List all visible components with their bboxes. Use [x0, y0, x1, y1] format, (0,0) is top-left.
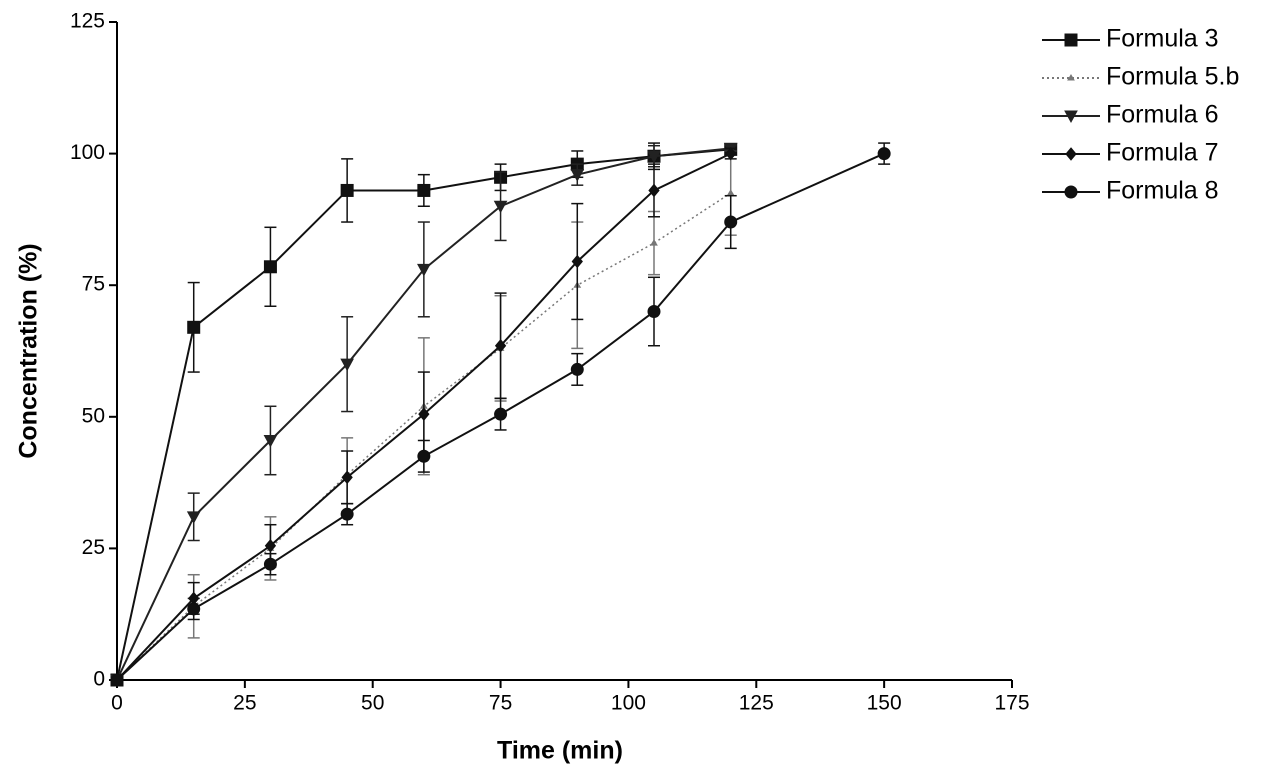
- marker: [188, 321, 200, 333]
- marker: [264, 261, 276, 273]
- y-tick-label: 0: [93, 668, 105, 691]
- marker: [571, 170, 583, 181]
- legend-label: Formula 7: [1106, 139, 1219, 167]
- x-axis-title: Time (min): [497, 737, 623, 765]
- marker: [111, 674, 123, 686]
- marker: [188, 603, 200, 615]
- legend-label: Formula 6: [1106, 101, 1219, 129]
- marker: [1066, 148, 1076, 160]
- marker: [188, 512, 200, 523]
- marker: [648, 306, 660, 318]
- x-tick-label: 125: [739, 692, 774, 715]
- y-tick-label: 25: [82, 536, 105, 559]
- y-tick-label: 50: [82, 404, 105, 427]
- marker: [341, 184, 353, 196]
- y-axis-title: Concentration (%): [15, 243, 43, 458]
- marker: [728, 190, 734, 195]
- marker: [725, 216, 737, 228]
- marker: [495, 408, 507, 420]
- chart: Time (min) Concentration (%) 0 25 50 75 100 1…: [0, 0, 1278, 772]
- x-tick-label: 50: [361, 692, 384, 715]
- y-tick-label: 100: [70, 141, 105, 164]
- marker: [341, 508, 353, 520]
- legend-label: Formula 5.b: [1106, 63, 1239, 91]
- marker: [1065, 186, 1077, 198]
- x-tick-label: 0: [111, 692, 123, 715]
- marker: [1065, 34, 1077, 46]
- x-tick-label: 150: [867, 692, 902, 715]
- x-tick-label: 175: [994, 692, 1029, 715]
- marker: [878, 148, 890, 160]
- marker: [418, 450, 430, 462]
- y-tick-label: 125: [70, 10, 105, 33]
- y-tick-label: 75: [82, 273, 105, 296]
- x-tick-label: 100: [611, 692, 646, 715]
- legend-label: Formula 3: [1106, 25, 1219, 53]
- marker: [264, 558, 276, 570]
- x-tick-label: 25: [233, 692, 256, 715]
- marker: [418, 184, 430, 196]
- marker: [571, 363, 583, 375]
- legend-label: Formula 8: [1106, 177, 1219, 205]
- x-tick-label: 75: [489, 692, 512, 715]
